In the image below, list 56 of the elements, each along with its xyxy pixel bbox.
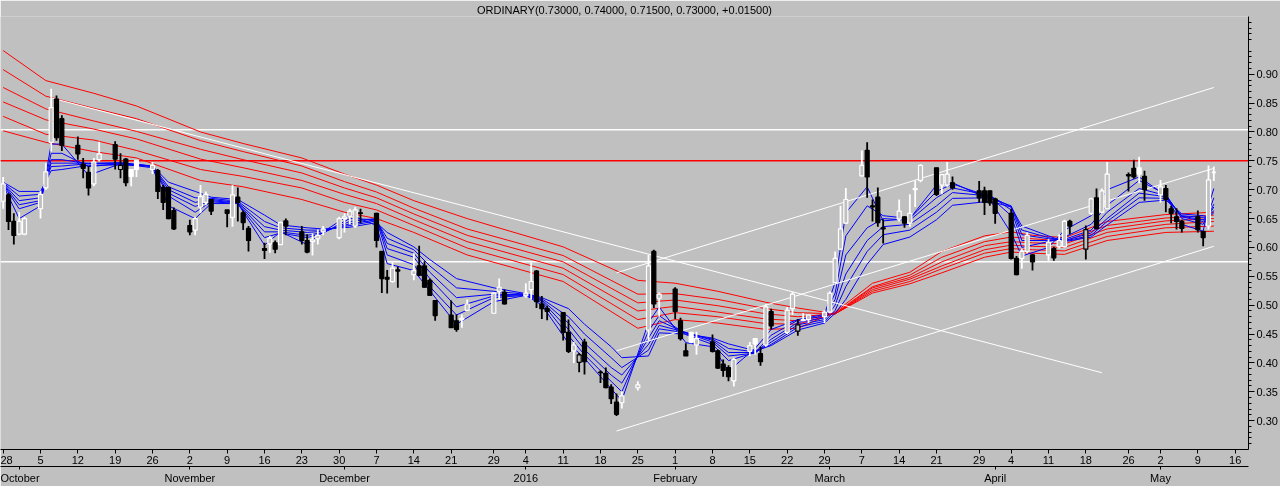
chart-title: ORDINARY(0.73000, 0.74000, 0.71500, 0.73000, +0.01500) <box>477 3 772 16</box>
x-tick-label: 2 <box>186 453 193 466</box>
x-tick-label: 21 <box>930 453 943 466</box>
x-tick-label: 28 <box>0 453 13 466</box>
x2-tick-label: March <box>814 471 846 484</box>
x2-tick-label: February <box>653 471 698 484</box>
x2-tick-label: 2016 <box>513 471 539 484</box>
y-tick-label: 0.85 <box>1256 97 1278 110</box>
x-tick-label: 7 <box>373 453 380 466</box>
y-tick-label: 0.80 <box>1256 125 1278 138</box>
y-tick-label: 0.75 <box>1256 154 1278 167</box>
x-tick-label: 29 <box>973 453 986 466</box>
x-tick-label: 22 <box>781 453 794 466</box>
x-tick-label: 25 <box>631 453 644 466</box>
x-tick-label: 9 <box>224 453 231 466</box>
x-tick-label: 9 <box>1194 453 1201 466</box>
x-tick-label: 30 <box>333 453 346 466</box>
x-tick-label: 29 <box>818 453 831 466</box>
y-tick-label: 0.90 <box>1256 68 1278 81</box>
x-tick-label: 18 <box>594 453 607 466</box>
x2-tick-label: October <box>0 471 40 484</box>
x-tick-label: 4 <box>1008 453 1015 466</box>
x-tick-label: 11 <box>557 453 569 466</box>
x-tick-label: 2 <box>1157 453 1164 466</box>
x-tick-label: 7 <box>858 453 865 466</box>
x2-tick-label: May <box>1150 471 1172 484</box>
x-tick-label: 29 <box>487 453 500 466</box>
y-tick-label: 0.35 <box>1256 385 1278 398</box>
x2-tick-label: November <box>164 471 216 484</box>
x2-tick-label: December <box>319 471 371 484</box>
x-tick-label: 18 <box>1079 453 1092 466</box>
x-tick-label: 8 <box>709 453 716 466</box>
y-tick-label: 0.60 <box>1256 241 1278 254</box>
x-tick-label: 14 <box>893 453 906 466</box>
x-tick-label: 21 <box>445 453 458 466</box>
y-tick-label: 0.70 <box>1256 183 1278 196</box>
y-tick-label: 0.45 <box>1256 328 1278 341</box>
x-tick-label: 26 <box>1122 453 1135 466</box>
x-tick-label: 14 <box>407 453 420 466</box>
x-tick-label: 4 <box>522 453 529 466</box>
x-tick-label: 16 <box>1229 453 1242 466</box>
x2-tick-label: April <box>984 471 1007 484</box>
x-tick-label: 16 <box>258 453 271 466</box>
x-tick-label: 19 <box>109 453 122 466</box>
x-tick-label: 5 <box>37 453 44 466</box>
y-tick-label: 0.40 <box>1256 356 1278 369</box>
x-tick-label: 26 <box>146 453 159 466</box>
x-tick-label: 12 <box>71 453 84 466</box>
x-tick-label: 11 <box>1042 453 1055 466</box>
x-tick-label: 1 <box>672 453 679 466</box>
y-tick-label: 0.55 <box>1256 270 1278 283</box>
y-tick-label: 0.65 <box>1256 212 1278 225</box>
x-tick-label: 15 <box>743 453 756 466</box>
y-tick-label: 0.50 <box>1256 299 1278 312</box>
y-tick-label: 0.30 <box>1256 414 1278 427</box>
x-tick-label: 23 <box>295 453 308 466</box>
